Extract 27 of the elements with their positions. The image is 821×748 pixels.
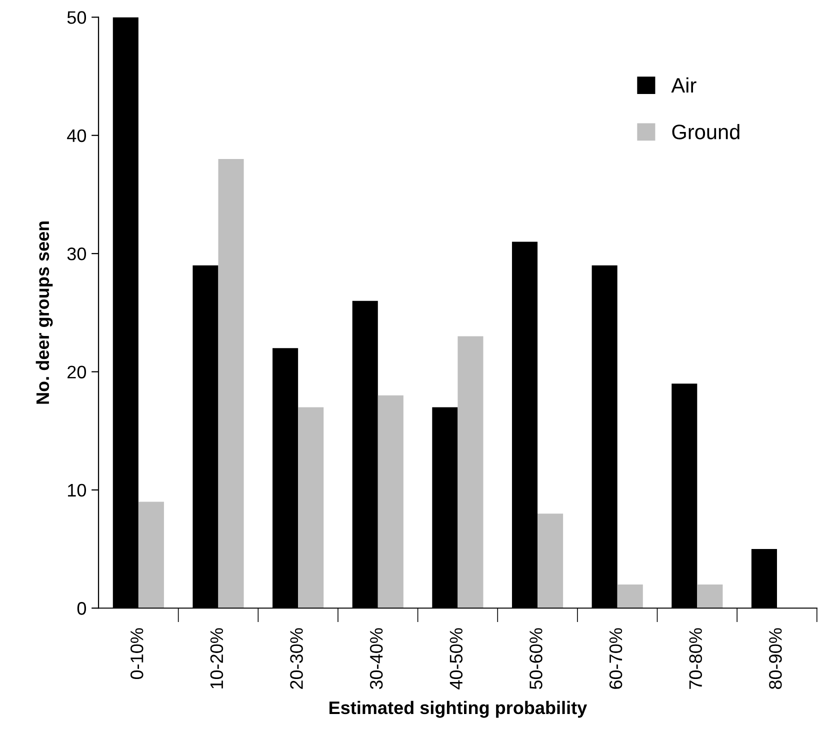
- x-axis-title: Estimated sighting probability: [330, 700, 588, 718]
- x-tick-label: 30-40%: [370, 628, 383, 690]
- y-tick-label: 40: [67, 129, 86, 142]
- bar: [218, 159, 244, 608]
- bar: [617, 584, 643, 608]
- x-tick-label: 50-60%: [530, 628, 542, 690]
- bar: [298, 407, 324, 608]
- y-tick-label: 10: [68, 484, 86, 497]
- y-axis-title: No. deer groups seen: [36, 221, 53, 404]
- y-tick-label: 20: [68, 366, 86, 378]
- x-tick-label: 0-10%: [130, 628, 144, 680]
- legend-label: Air: [671, 77, 696, 93]
- x-tick-label: 80-90%: [769, 628, 782, 690]
- x-tick-label: 40-50%: [450, 628, 463, 690]
- x-tick-label: 70-80%: [689, 628, 702, 689]
- y-tick-label: 0: [77, 602, 86, 615]
- x-tick-label: 60-70%: [609, 628, 622, 689]
- legend-label: Ground: [672, 124, 740, 140]
- x-tick-label: 20-30%: [290, 628, 303, 689]
- bar: [458, 336, 484, 608]
- bar: [697, 584, 723, 608]
- y-tick-label: 50: [67, 11, 86, 24]
- x-tick-label: 10-20%: [210, 628, 224, 688]
- y-tick-label: 30: [67, 248, 86, 260]
- bar: [138, 502, 164, 608]
- bar: [378, 395, 404, 608]
- bar: [538, 514, 564, 608]
